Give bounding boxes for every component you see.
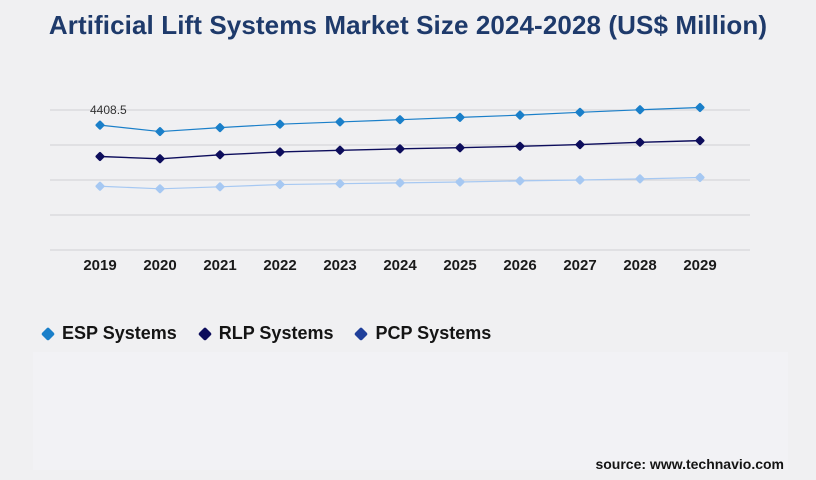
data-point-pcp-systems-2019 bbox=[95, 181, 105, 191]
x-tick-label-2022: 2022 bbox=[263, 257, 296, 274]
background-panel bbox=[33, 352, 788, 470]
legend-item-rlp: RLP Systems bbox=[197, 323, 334, 344]
data-point-rlp-systems-2019 bbox=[95, 151, 105, 162]
data-point-esp-systems-2022 bbox=[275, 119, 285, 129]
legend-marker-esp bbox=[40, 326, 56, 341]
data-point-rlp-systems-2020 bbox=[155, 154, 165, 164]
data-point-esp-systems-2029 bbox=[695, 102, 705, 112]
data-point-pcp-systems-2022 bbox=[275, 180, 285, 190]
data-point-rlp-systems-2027 bbox=[575, 140, 585, 150]
data-point-rlp-systems-2023 bbox=[335, 145, 345, 155]
data-point-esp-systems-2023 bbox=[335, 117, 345, 127]
data-point-rlp-systems-2028 bbox=[635, 137, 645, 147]
x-tick-label-2025: 2025 bbox=[443, 257, 476, 274]
data-point-pcp-systems-2027 bbox=[575, 175, 585, 185]
legend-marker-pcp bbox=[354, 326, 369, 341]
data-point-esp-systems-2024 bbox=[395, 115, 405, 125]
data-point-rlp-systems-2029 bbox=[695, 136, 705, 146]
chart-title: Artificial Lift Systems Market Size 2024… bbox=[48, 10, 768, 40]
data-point-rlp-systems-2025 bbox=[455, 143, 465, 153]
data-point-pcp-systems-2020 bbox=[155, 184, 165, 194]
data-point-rlp-systems-2024 bbox=[395, 144, 405, 154]
data-point-pcp-systems-2028 bbox=[635, 174, 645, 184]
data-point-rlp-systems-2022 bbox=[275, 147, 285, 157]
line-chart: 2019 2020 2021 2022 2023 2024 2025 2026 2027 2028… bbox=[50, 102, 750, 274]
data-point-pcp-systems-2029 bbox=[695, 172, 705, 182]
data-point-pcp-systems-2026 bbox=[515, 176, 525, 186]
x-tick-label-2029: 2029 bbox=[683, 257, 716, 274]
data-point-esp-systems-2021 bbox=[215, 123, 225, 133]
x-tick-label-2024: 2024 bbox=[383, 257, 417, 274]
data-point-pcp-systems-2024 bbox=[395, 178, 405, 188]
data-label-2019: 4408.5 bbox=[90, 103, 127, 117]
data-point-esp-systems-2026 bbox=[515, 110, 525, 120]
x-tick-label-2019: 2019 bbox=[83, 257, 116, 274]
x-tick-label-2028: 2028 bbox=[623, 257, 656, 274]
data-point-esp-systems-2027 bbox=[575, 107, 585, 117]
x-tick-label-2027: 2027 bbox=[563, 257, 596, 274]
legend: ESP Systems RLP Systems PCP Systems bbox=[40, 323, 511, 344]
x-tick-label-2020: 2020 bbox=[143, 257, 176, 274]
legend-label-esp: ESP Systems bbox=[62, 323, 177, 343]
legend-label-pcp: PCP Systems bbox=[375, 323, 492, 343]
legend-item-esp: ESP Systems bbox=[40, 323, 177, 344]
legend-label-rlp: RLP Systems bbox=[218, 323, 334, 343]
data-point-esp-systems-2020 bbox=[155, 127, 165, 137]
legend-item-pcp: PCP Systems bbox=[353, 323, 491, 344]
data-point-esp-systems-2019 bbox=[95, 120, 105, 130]
x-tick-label-2023: 2023 bbox=[323, 257, 356, 274]
legend-marker-rlp bbox=[197, 326, 212, 341]
data-point-rlp-systems-2026 bbox=[515, 141, 525, 151]
data-point-pcp-systems-2021 bbox=[215, 182, 225, 192]
data-point-esp-systems-2028 bbox=[635, 105, 645, 115]
x-tick-label-2021: 2021 bbox=[203, 257, 236, 274]
data-point-esp-systems-2025 bbox=[455, 112, 465, 122]
data-point-pcp-systems-2023 bbox=[335, 179, 345, 189]
data-point-rlp-systems-2021 bbox=[215, 150, 225, 160]
source-credit: source: www.technavio.com bbox=[595, 456, 784, 472]
data-point-pcp-systems-2025 bbox=[455, 177, 465, 187]
x-tick-label-2026: 2026 bbox=[503, 257, 536, 274]
